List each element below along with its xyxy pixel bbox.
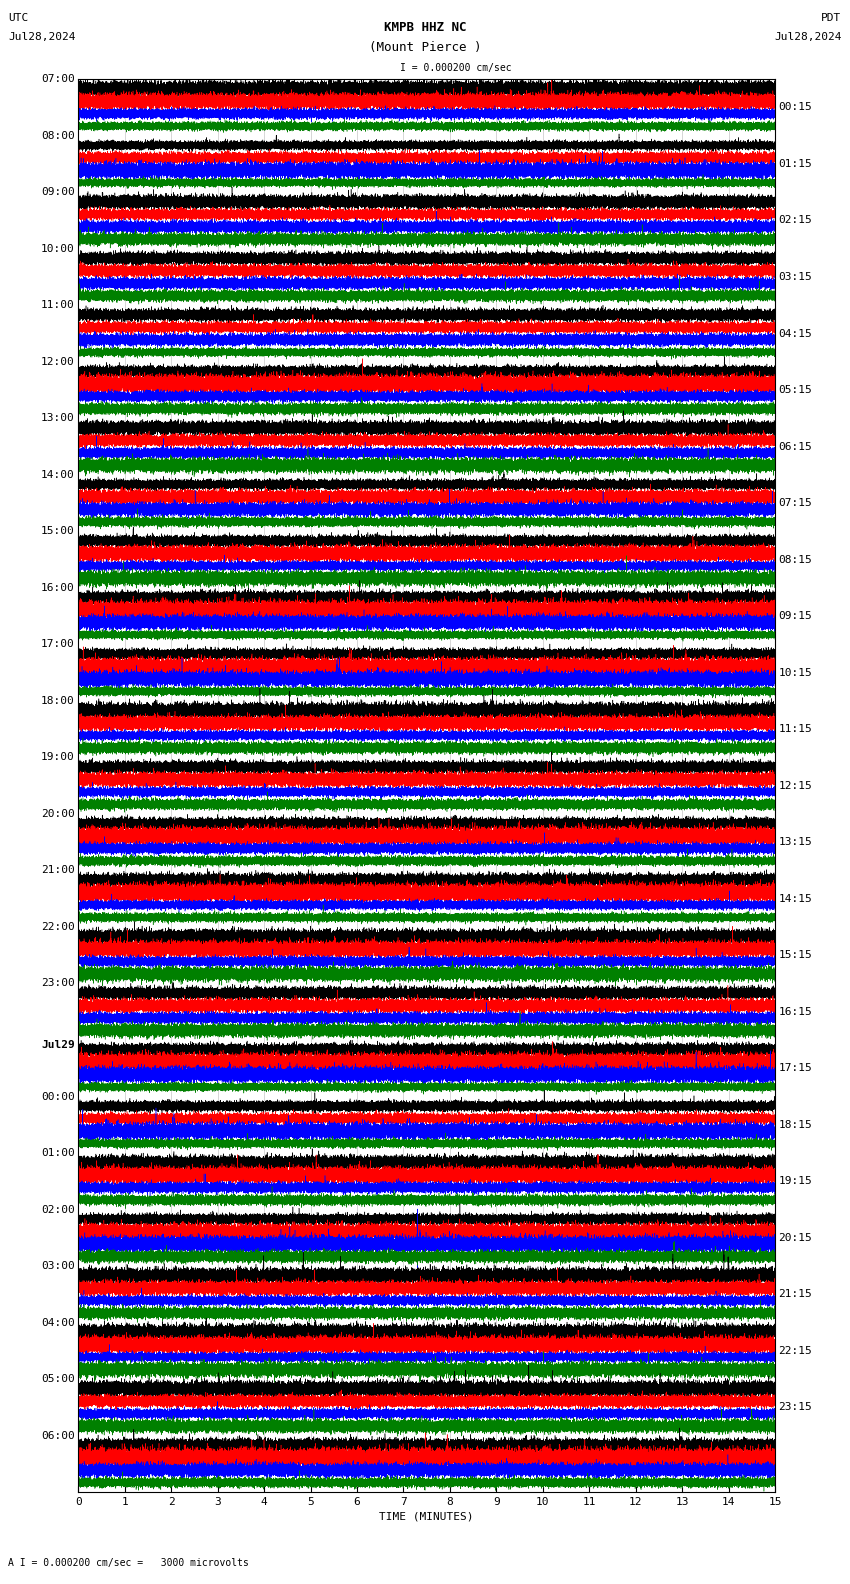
Text: 08:15: 08:15	[779, 554, 813, 564]
Text: 02:00: 02:00	[41, 1204, 75, 1215]
Text: 02:15: 02:15	[779, 215, 813, 225]
Text: 20:15: 20:15	[779, 1232, 813, 1243]
Text: 05:00: 05:00	[41, 1373, 75, 1384]
Text: 04:15: 04:15	[779, 328, 813, 339]
Text: 00:15: 00:15	[779, 103, 813, 112]
Text: 01:00: 01:00	[41, 1148, 75, 1158]
Text: 10:15: 10:15	[779, 667, 813, 678]
Text: 09:15: 09:15	[779, 611, 813, 621]
Text: 13:15: 13:15	[779, 838, 813, 847]
Text: 14:15: 14:15	[779, 893, 813, 904]
Text: UTC: UTC	[8, 13, 29, 22]
Text: 16:15: 16:15	[779, 1007, 813, 1017]
Text: 19:00: 19:00	[41, 752, 75, 762]
Text: 16:00: 16:00	[41, 583, 75, 592]
Text: (Mount Pierce ): (Mount Pierce )	[369, 41, 481, 54]
Text: 11:15: 11:15	[779, 724, 813, 733]
Text: 20:00: 20:00	[41, 809, 75, 819]
Text: 07:00: 07:00	[41, 74, 75, 84]
Text: 06:15: 06:15	[779, 442, 813, 451]
Text: 12:00: 12:00	[41, 356, 75, 367]
Text: 18:00: 18:00	[41, 695, 75, 706]
Text: 06:00: 06:00	[41, 1430, 75, 1440]
Text: 09:00: 09:00	[41, 187, 75, 198]
Text: 11:00: 11:00	[41, 301, 75, 310]
Text: 04:00: 04:00	[41, 1318, 75, 1327]
Text: 00:00: 00:00	[41, 1091, 75, 1101]
Text: 08:00: 08:00	[41, 131, 75, 141]
Text: 23:00: 23:00	[41, 979, 75, 988]
Text: A I = 0.000200 cm/sec =   3000 microvolts: A I = 0.000200 cm/sec = 3000 microvolts	[8, 1559, 249, 1568]
Text: 03:00: 03:00	[41, 1261, 75, 1270]
Text: 18:15: 18:15	[779, 1120, 813, 1129]
Text: 15:15: 15:15	[779, 950, 813, 960]
Text: 05:15: 05:15	[779, 385, 813, 394]
Text: 23:15: 23:15	[779, 1402, 813, 1413]
Text: 19:15: 19:15	[779, 1177, 813, 1186]
X-axis label: TIME (MINUTES): TIME (MINUTES)	[379, 1511, 474, 1521]
Text: 12:15: 12:15	[779, 781, 813, 790]
Text: Jul29: Jul29	[41, 1041, 75, 1050]
Text: 10:00: 10:00	[41, 244, 75, 253]
Text: 17:00: 17:00	[41, 640, 75, 649]
Text: 22:15: 22:15	[779, 1346, 813, 1356]
Text: 21:00: 21:00	[41, 865, 75, 876]
Text: 17:15: 17:15	[779, 1063, 813, 1074]
Text: 22:00: 22:00	[41, 922, 75, 931]
Text: PDT: PDT	[821, 13, 842, 22]
Text: I = 0.000200 cm/sec: I = 0.000200 cm/sec	[400, 63, 511, 73]
Text: 01:15: 01:15	[779, 158, 813, 169]
Text: 21:15: 21:15	[779, 1289, 813, 1299]
Text: KMPB HHZ NC: KMPB HHZ NC	[383, 21, 467, 33]
Text: 07:15: 07:15	[779, 497, 813, 508]
Text: 13:00: 13:00	[41, 413, 75, 423]
Text: 15:00: 15:00	[41, 526, 75, 537]
Text: Jul28,2024: Jul28,2024	[8, 32, 76, 41]
Text: 03:15: 03:15	[779, 272, 813, 282]
Text: Jul28,2024: Jul28,2024	[774, 32, 842, 41]
Text: 14:00: 14:00	[41, 470, 75, 480]
